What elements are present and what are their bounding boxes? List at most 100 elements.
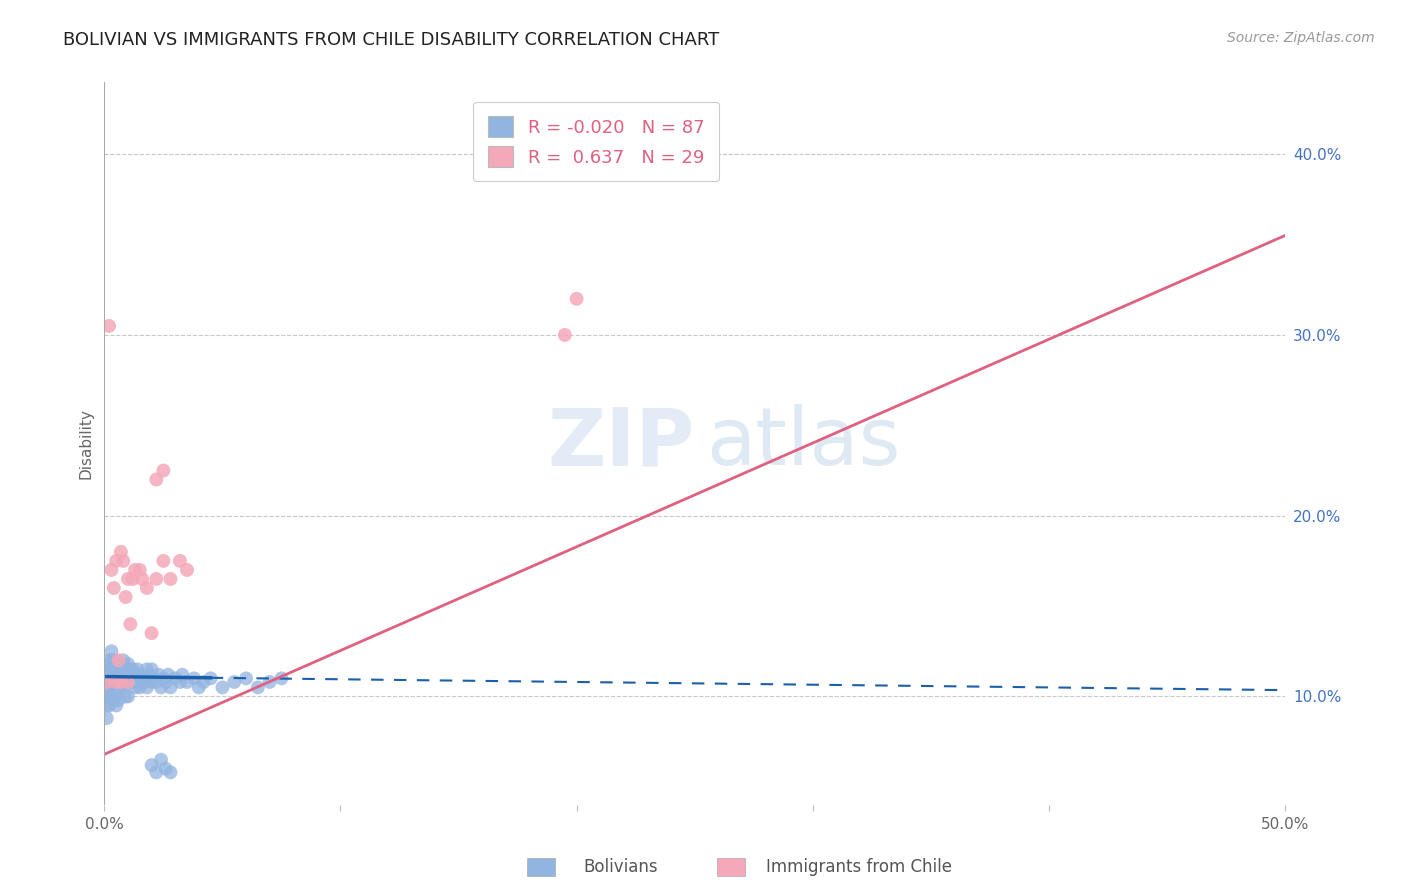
- Point: [127, 675, 149, 690]
- Point: [259, 675, 281, 690]
- Point: [105, 675, 128, 690]
- Point: [98, 662, 121, 676]
- Point: [98, 698, 121, 713]
- Point: [103, 662, 125, 676]
- Point: [117, 675, 139, 690]
- Point: [270, 672, 292, 686]
- Point: [145, 675, 167, 690]
- Point: [121, 675, 143, 690]
- Point: [200, 672, 222, 686]
- Point: [135, 581, 157, 595]
- Point: [120, 662, 142, 676]
- Point: [98, 672, 121, 686]
- Text: Bolivians: Bolivians: [583, 858, 658, 876]
- Point: [554, 328, 576, 343]
- Point: [121, 572, 143, 586]
- Point: [565, 292, 588, 306]
- Point: [169, 675, 191, 690]
- Point: [96, 698, 118, 713]
- Point: [150, 753, 173, 767]
- Point: [107, 681, 129, 695]
- Point: [169, 554, 191, 568]
- Point: [155, 675, 177, 690]
- Point: [120, 675, 142, 690]
- Point: [141, 662, 163, 676]
- Point: [165, 672, 187, 686]
- Point: [103, 672, 125, 686]
- Point: [152, 463, 174, 477]
- Point: [172, 667, 194, 681]
- Point: [152, 554, 174, 568]
- Point: [98, 690, 121, 704]
- Point: [112, 665, 135, 680]
- Point: [117, 675, 139, 690]
- Point: [145, 765, 167, 780]
- Point: [110, 675, 132, 690]
- Point: [103, 681, 125, 695]
- Point: [141, 675, 163, 690]
- Point: [107, 693, 129, 707]
- Point: [128, 563, 150, 577]
- Point: [127, 662, 149, 676]
- Point: [155, 762, 177, 776]
- Text: atlas: atlas: [706, 404, 901, 483]
- Text: Immigrants from Chile: Immigrants from Chile: [766, 858, 952, 876]
- Point: [193, 675, 215, 690]
- Point: [110, 667, 132, 681]
- Legend: R = -0.020   N = 87, R =  0.637   N = 29: R = -0.020 N = 87, R = 0.637 N = 29: [474, 102, 718, 181]
- Point: [103, 693, 125, 707]
- Point: [183, 672, 205, 686]
- Point: [98, 653, 121, 667]
- Point: [107, 662, 129, 676]
- Point: [103, 581, 125, 595]
- Point: [98, 681, 121, 695]
- Point: [100, 662, 122, 676]
- Point: [124, 563, 146, 577]
- Point: [135, 662, 157, 676]
- Point: [145, 572, 167, 586]
- Point: [150, 681, 173, 695]
- Point: [107, 653, 129, 667]
- Point: [159, 765, 181, 780]
- Point: [117, 572, 139, 586]
- Point: [176, 563, 198, 577]
- Point: [100, 644, 122, 658]
- Point: [117, 667, 139, 681]
- Point: [105, 554, 128, 568]
- Point: [131, 672, 153, 686]
- Point: [107, 672, 129, 686]
- Point: [110, 657, 132, 671]
- Point: [145, 473, 167, 487]
- Point: [134, 675, 156, 690]
- Point: [176, 675, 198, 690]
- Point: [96, 675, 118, 690]
- Point: [114, 662, 136, 676]
- Point: [105, 657, 128, 671]
- Point: [96, 662, 118, 676]
- Point: [105, 665, 128, 680]
- Point: [121, 662, 143, 676]
- Point: [159, 681, 181, 695]
- Point: [235, 672, 257, 686]
- Y-axis label: Disability: Disability: [79, 408, 93, 479]
- Point: [112, 653, 135, 667]
- Point: [100, 653, 122, 667]
- Point: [124, 681, 146, 695]
- Text: BOLIVIAN VS IMMIGRANTS FROM CHILE DISABILITY CORRELATION CHART: BOLIVIAN VS IMMIGRANTS FROM CHILE DISABI…: [63, 31, 720, 49]
- Point: [143, 672, 166, 686]
- Point: [135, 681, 157, 695]
- Text: ZIP: ZIP: [547, 404, 695, 483]
- Point: [112, 554, 135, 568]
- Point: [105, 684, 128, 698]
- Point: [103, 653, 125, 667]
- Point: [100, 690, 122, 704]
- Point: [211, 681, 233, 695]
- Point: [131, 572, 153, 586]
- Point: [110, 681, 132, 695]
- Point: [246, 681, 269, 695]
- Point: [100, 675, 122, 690]
- Point: [114, 590, 136, 604]
- Point: [187, 681, 209, 695]
- Point: [120, 617, 142, 632]
- Point: [100, 563, 122, 577]
